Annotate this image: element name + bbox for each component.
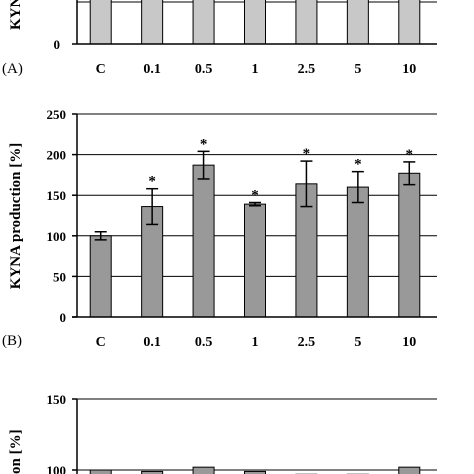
panel-b-ytick-label: 200 bbox=[47, 148, 67, 163]
panel-c-ylabel: on [%] bbox=[8, 429, 24, 474]
panel-a-label: (A) bbox=[2, 61, 23, 77]
panel-c-ytick-label: 100 bbox=[47, 463, 67, 474]
panel-b-xtick-label: C bbox=[96, 335, 106, 350]
panel-b-significance-star: * bbox=[148, 174, 156, 190]
panel-c-bar-10 bbox=[398, 466, 421, 474]
panel-b-significance-star: * bbox=[406, 147, 414, 163]
panel-a-chart: KYN 0 (A) C 0.1 0.5 1 2.5 5 10 bbox=[2, 0, 437, 77]
panel-b-ytick-label: 150 bbox=[47, 188, 67, 203]
panel-a-bar-5 bbox=[346, 0, 369, 45]
panel-a-bar-2.5 bbox=[295, 0, 318, 45]
panel-b-bar-C bbox=[89, 235, 112, 318]
panel-b-significance-star: * bbox=[303, 146, 311, 162]
panel-b-ytick-label: 0 bbox=[60, 310, 67, 325]
panel-b-ytick-label: 50 bbox=[53, 269, 66, 284]
panel-b-ytick-label: 100 bbox=[47, 229, 67, 244]
panel-b-significance-star: * bbox=[251, 188, 259, 204]
panel-b-xtick-label: 0.5 bbox=[195, 335, 213, 350]
panel-a-bar-1 bbox=[244, 0, 266, 45]
panel-a-ytick-0: 0 bbox=[54, 37, 61, 52]
panel-a-xtick-label: 0.1 bbox=[143, 62, 161, 77]
panel-a-bar-C bbox=[89, 0, 112, 45]
panel-a-xtick-label: 2.5 bbox=[298, 62, 316, 77]
panel-a-ylabel: KYN bbox=[8, 0, 24, 30]
panel-b-bar-5 bbox=[346, 186, 369, 318]
panel-c-bar-C bbox=[89, 469, 112, 474]
panel-b-xtick-label: 0.1 bbox=[143, 335, 161, 350]
panel-b-ylabel: KYNA production [%] bbox=[8, 143, 24, 289]
panel-a-xtick-label: 1 bbox=[252, 62, 259, 77]
panel-b-xtick-label: 2.5 bbox=[298, 335, 316, 350]
panel-a-xtick-label: 5 bbox=[354, 62, 361, 77]
panel-c-bar-1 bbox=[244, 470, 266, 474]
panel-a-bar-10 bbox=[398, 0, 421, 45]
panel-b-significance-star: * bbox=[200, 136, 208, 152]
panel-b-chart: * * * * * * 0 50 100 150 200 250 C 0.1 0.5 1 2.5 5 10 KY… bbox=[2, 107, 437, 350]
panel-b-ytick-label: 250 bbox=[47, 107, 67, 122]
panel-b-xtick-label: 5 bbox=[354, 335, 361, 350]
panel-b-significance-star: * bbox=[354, 157, 362, 173]
panel-b-bar-10 bbox=[398, 172, 421, 318]
panel-b-xtick-label: 10 bbox=[402, 335, 416, 350]
panel-a-xtick-label: C bbox=[96, 62, 106, 77]
panel-b-xtick-label: 1 bbox=[252, 335, 259, 350]
panel-c-bar-0.5 bbox=[192, 466, 215, 474]
panel-a-bar-0.1 bbox=[141, 0, 164, 45]
panel-a-bar-0.5 bbox=[192, 0, 215, 45]
panel-c-ytick-label: 150 bbox=[47, 392, 67, 407]
panel-a-xtick-label: 10 bbox=[402, 62, 416, 77]
panel-b-bar-1 bbox=[244, 203, 266, 318]
panel-a-xtick-label: 0.5 bbox=[195, 62, 213, 77]
panel-b-label: (B) bbox=[2, 333, 22, 349]
panel-b-bar-0.5 bbox=[192, 164, 215, 318]
panel-c-bar-0.1 bbox=[141, 470, 164, 474]
panel-c-chart: 100 150 on [%] bbox=[8, 392, 437, 474]
